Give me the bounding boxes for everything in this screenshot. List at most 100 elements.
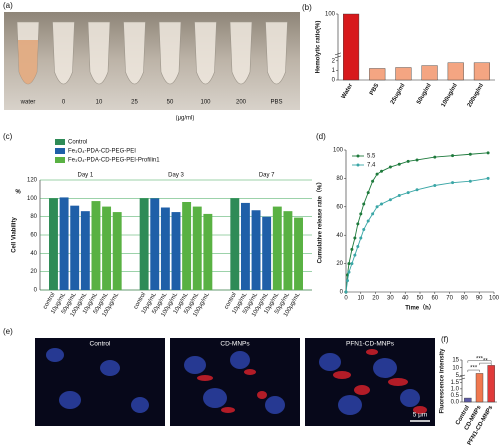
unit-label: (μg/ml) — [176, 116, 195, 122]
y-tick-label: 1.0 — [451, 386, 460, 392]
y-tick-label: 60 — [336, 204, 343, 210]
point — [347, 270, 351, 274]
tubes — [16, 21, 288, 85]
bar — [171, 212, 181, 290]
point — [371, 212, 375, 216]
point — [362, 202, 366, 206]
x-tick-label: 70 — [446, 296, 453, 302]
legend-marker — [356, 163, 360, 167]
group-label: Day 1 — [77, 173, 93, 179]
point — [353, 253, 357, 257]
x-tick-label: 60 — [431, 296, 438, 302]
point — [356, 222, 360, 226]
x-tick-label: PBS — [369, 83, 380, 97]
y-tick-label: 0 — [332, 78, 336, 84]
bar — [192, 206, 202, 290]
x-tick-label: 200ug/ml — [467, 83, 485, 109]
y-tick-label: 2 — [332, 58, 336, 64]
point — [380, 202, 384, 206]
point — [415, 188, 419, 192]
bar — [160, 207, 170, 290]
tube-label: 10 — [96, 100, 103, 106]
bar — [395, 67, 412, 81]
y-tick-label: 5 — [456, 373, 460, 379]
point — [345, 279, 349, 283]
tube-label: 200 — [236, 100, 247, 106]
x-tick-label: 100ug/ml — [441, 83, 459, 109]
tube — [158, 21, 182, 85]
point — [397, 193, 401, 197]
point — [468, 179, 472, 183]
bar — [49, 198, 58, 290]
tube-label: PBS — [270, 100, 282, 106]
axis-break — [334, 52, 342, 56]
point — [375, 205, 379, 209]
y-tick-label: 60 — [30, 233, 37, 239]
axis-break — [458, 377, 466, 381]
tube — [194, 21, 217, 85]
bar — [203, 213, 213, 290]
y-axis-title: Fluorescence intensity — [440, 348, 446, 414]
bar — [283, 211, 293, 290]
micrographs: Control CD-MNPs PFN1-CD-MNPs 5 μm — [35, 338, 435, 426]
x-tick-label: 30 — [387, 296, 394, 302]
point — [356, 245, 360, 249]
y-tick-label: 0.0 — [451, 400, 460, 406]
tube — [123, 21, 146, 85]
x-tick-label: 80 — [461, 296, 468, 302]
point — [433, 155, 437, 159]
nuclei — [46, 348, 420, 415]
bar — [70, 205, 80, 290]
point — [451, 154, 455, 158]
series-line — [345, 177, 489, 293]
point — [359, 236, 363, 240]
tube-label: 100 — [200, 100, 211, 106]
bar — [139, 198, 149, 290]
y-tick-label: 120 — [27, 178, 38, 184]
legend-swatch — [55, 139, 65, 145]
bar — [240, 202, 250, 290]
point — [380, 169, 384, 173]
point — [406, 191, 410, 195]
tube — [265, 21, 288, 85]
point — [362, 228, 366, 232]
y-tick-label: 0.5 — [451, 393, 460, 399]
tube — [52, 21, 75, 85]
bar — [369, 68, 386, 81]
bar — [150, 198, 160, 290]
liquid — [18, 40, 38, 84]
sig-label: *** — [476, 356, 484, 362]
bar — [230, 198, 240, 290]
bar — [102, 206, 112, 290]
axis-break — [458, 374, 466, 378]
bar — [272, 206, 282, 290]
panel-label: (a) — [3, 1, 13, 10]
point — [451, 181, 455, 185]
legend-label: 5.5 — [367, 154, 376, 160]
y-tick-label: 20 — [30, 269, 37, 275]
point — [486, 151, 490, 155]
panel-label: (b) — [302, 3, 312, 12]
point — [366, 191, 370, 195]
legend-marker — [356, 154, 360, 158]
tube-label: water — [20, 100, 36, 106]
bar — [112, 212, 122, 290]
point — [350, 262, 354, 266]
y-tick-label: 80 — [336, 176, 343, 182]
bar — [475, 373, 484, 403]
bar — [80, 211, 90, 290]
bar — [294, 217, 303, 290]
tube-label: 50 — [167, 100, 174, 106]
bar — [91, 201, 101, 290]
x-tick-label: 90 — [476, 296, 483, 302]
image — [170, 338, 300, 426]
sig-label: *** — [470, 366, 478, 372]
y-axis-title: Cumulative release rate（%） — [316, 179, 324, 264]
point — [347, 262, 351, 266]
sig-bracket — [467, 369, 480, 373]
point — [375, 172, 379, 176]
bar — [343, 13, 360, 81]
panel-label: (e) — [3, 327, 13, 336]
scale-bar-label: 5 μm — [413, 412, 428, 419]
tube-label: 0 — [62, 100, 66, 106]
